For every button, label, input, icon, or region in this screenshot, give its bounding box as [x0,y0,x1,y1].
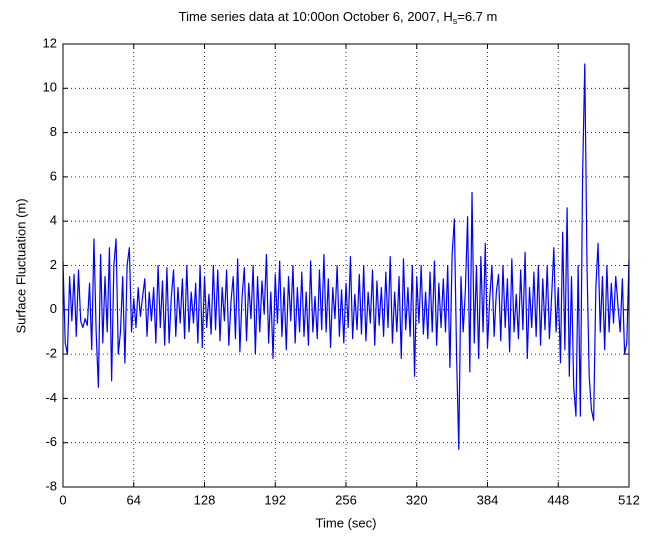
x-tick-label: 192 [264,492,286,507]
x-tick-label: 448 [547,492,569,507]
y-tick-label: 2 [50,257,57,272]
y-axis-label: Surface Fluctuation (m) [13,198,28,333]
x-tick-label: 384 [477,492,499,507]
x-tick-label: 320 [406,492,428,507]
y-tick-label: -2 [45,346,57,361]
x-tick-label: 512 [618,492,640,507]
y-tick-label: 0 [50,301,57,316]
x-axis-label: Time (sec) [316,515,377,530]
title-subscript: s [453,16,458,26]
chart-title: Time series data at 10:00on October 6, 2… [179,9,498,26]
plot-frame [62,43,630,488]
plot-area [63,44,629,487]
y-tick-label: -8 [45,478,57,493]
title-main: Time series data at 10:00on October 6, 2… [179,9,453,24]
y-tick-label: 4 [50,213,57,228]
x-tick-label: 256 [335,492,357,507]
y-tick-label: -4 [45,390,57,405]
y-tick-label: 12 [43,35,57,50]
y-tick-label: -6 [45,434,57,449]
y-tick-label: 6 [50,168,57,183]
y-tick-label: 10 [43,80,57,95]
x-tick-label: 128 [194,492,216,507]
data-line [62,63,630,450]
y-tick-label: 8 [50,124,57,139]
x-tick-label: 64 [127,492,141,507]
x-tick-label: 0 [59,492,66,507]
title-end: =6.7 m [457,9,497,24]
